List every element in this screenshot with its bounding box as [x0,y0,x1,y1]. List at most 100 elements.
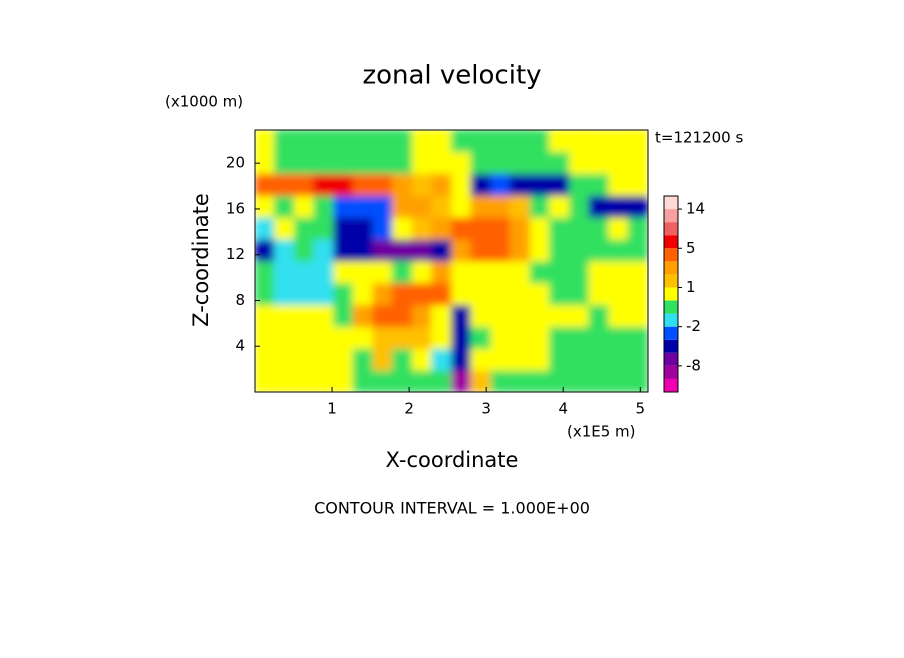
time-label: t=121200 s [655,129,743,147]
field-cell [273,173,295,196]
field-cell [509,282,531,306]
field-cell [352,216,374,240]
field-cell [569,347,590,371]
field-cell [313,173,334,196]
field-cell [490,326,512,349]
field-cell [470,304,492,327]
field-cell [451,173,472,196]
y-tick-label: 12 [226,245,245,263]
field-cell [490,369,512,392]
field-cell [490,216,512,240]
field-cell [588,326,610,349]
field-cell [549,282,570,306]
field-cell [470,282,492,306]
field-cell [549,304,570,327]
field-cell [451,347,472,371]
cells [255,130,648,392]
x-tick-label: 2 [404,400,414,418]
field-cell [509,130,531,153]
field-cell [333,238,354,262]
field-cell [470,130,492,153]
field-cell [293,369,315,392]
field-cell [608,238,630,262]
field-cell [352,151,374,175]
field-cell [549,130,570,153]
field-cell [529,326,551,349]
field-cell [352,326,374,349]
field-cell [313,216,334,240]
field-cell [352,130,374,153]
field-cell [529,151,551,175]
x-unit: (x1E5 m) [567,423,636,441]
field-cell [470,326,492,349]
field-cell [588,260,610,284]
field-cell [255,130,276,153]
field-cell [333,151,354,175]
field-cell [431,260,452,284]
field-cell [451,216,472,240]
field-cell [372,260,394,284]
field-cell [569,238,590,262]
field-cell [333,130,354,153]
field-cell [608,194,630,218]
field-cell [352,282,374,306]
field-cell [549,326,570,349]
field-cell [293,173,315,196]
field-cell [569,216,590,240]
field-cell [333,347,354,371]
field-cell [569,304,590,327]
field-cell [529,173,551,196]
field-cell [509,216,531,240]
field-cell [313,194,334,218]
field-cell [529,194,551,218]
field-cell [451,326,472,349]
field-cell [372,130,394,153]
field-cell [391,304,413,327]
field-cell [313,369,334,392]
field-cell [352,238,374,262]
field-cell [273,260,295,284]
field-cell [509,238,531,262]
field-cell [470,194,492,218]
field-cell [293,130,315,153]
colorbar-segment [664,235,678,249]
field-cell [255,173,276,196]
field [255,130,648,392]
field-cell [293,326,315,349]
field-cell [470,260,492,284]
x-tick-label: 5 [636,400,646,418]
field-cell [391,194,413,218]
field-cell [273,326,295,349]
field-cell [569,369,590,392]
field-cell [372,369,394,392]
field-cell [313,326,334,349]
field-cell [549,194,570,218]
field-cell [588,173,610,196]
field-cell [333,326,354,349]
field-cell [352,260,374,284]
colorbar-tick-label: 14 [686,200,705,218]
field-cell [411,130,433,153]
field-cell [529,304,551,327]
colorbar-segment [664,326,678,340]
field-cell [273,216,295,240]
field-cell [352,194,374,218]
y-tick-label: 20 [226,154,245,172]
field-cell [451,260,472,284]
colorbar-segment [664,378,678,392]
field-cell [549,151,570,175]
field-cell [451,304,472,327]
field-cell [313,347,334,371]
field-cell [451,369,472,392]
field-cell [509,260,531,284]
field-cell [431,151,452,175]
field-cell [569,282,590,306]
field-cell [411,194,433,218]
field-cell [588,238,610,262]
field-cell [255,151,276,175]
field-cell [588,151,610,175]
field-cell [588,130,610,153]
field-cell [627,369,648,392]
field-cell [490,151,512,175]
